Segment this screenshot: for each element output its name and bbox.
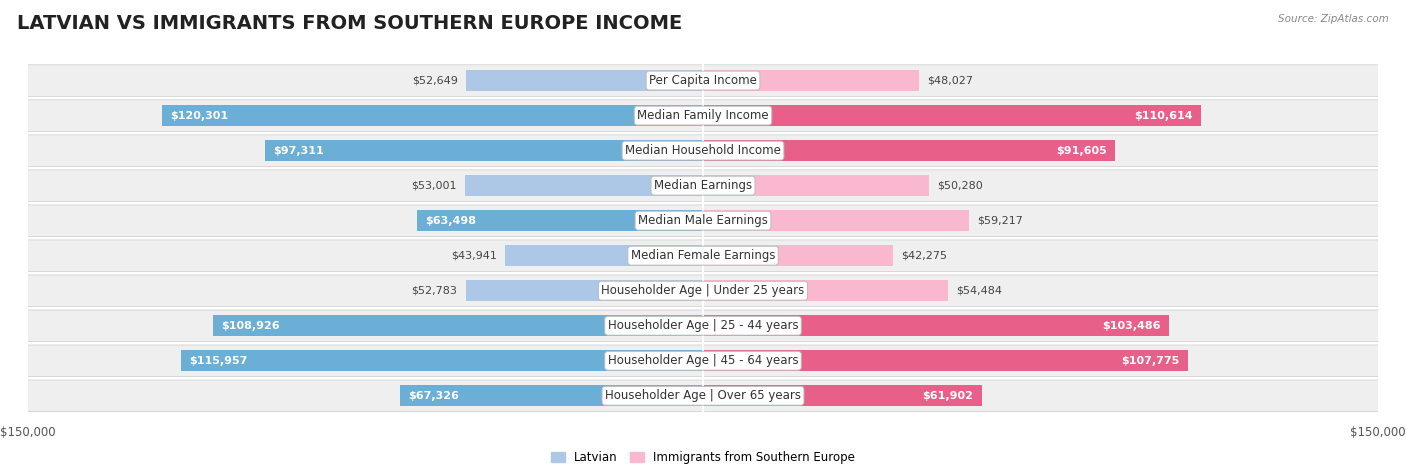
- FancyBboxPatch shape: [0, 135, 1406, 166]
- Text: Source: ZipAtlas.com: Source: ZipAtlas.com: [1278, 14, 1389, 24]
- Text: Per Capita Income: Per Capita Income: [650, 74, 756, 87]
- Text: $42,275: $42,275: [901, 251, 948, 261]
- Text: Median Household Income: Median Household Income: [626, 144, 780, 157]
- Bar: [703, 105, 1201, 126]
- Bar: [162, 105, 703, 126]
- Text: LATVIAN VS IMMIGRANTS FROM SOUTHERN EUROPE INCOME: LATVIAN VS IMMIGRANTS FROM SOUTHERN EURO…: [17, 14, 682, 33]
- Text: $63,498: $63,498: [426, 216, 477, 226]
- Bar: [703, 210, 969, 231]
- Text: $43,941: $43,941: [451, 251, 498, 261]
- Bar: [703, 70, 920, 91]
- Text: $52,649: $52,649: [412, 76, 458, 85]
- Text: $115,957: $115,957: [190, 356, 247, 366]
- Text: Median Female Earnings: Median Female Earnings: [631, 249, 775, 262]
- Text: Median Male Earnings: Median Male Earnings: [638, 214, 768, 227]
- Text: Householder Age | Over 65 years: Householder Age | Over 65 years: [605, 389, 801, 402]
- FancyBboxPatch shape: [0, 65, 1406, 96]
- Text: $59,217: $59,217: [977, 216, 1024, 226]
- Text: $91,605: $91,605: [1056, 146, 1107, 156]
- Bar: [703, 175, 929, 196]
- Text: Householder Age | Under 25 years: Householder Age | Under 25 years: [602, 284, 804, 297]
- Bar: [465, 280, 703, 301]
- Text: Median Earnings: Median Earnings: [654, 179, 752, 192]
- FancyBboxPatch shape: [0, 380, 1406, 411]
- Text: $54,484: $54,484: [956, 286, 1002, 296]
- Bar: [703, 280, 948, 301]
- Text: $50,280: $50,280: [938, 181, 983, 191]
- Text: $67,326: $67,326: [408, 391, 460, 401]
- Bar: [703, 350, 1188, 371]
- FancyBboxPatch shape: [0, 170, 1406, 201]
- Bar: [418, 210, 703, 231]
- FancyBboxPatch shape: [0, 310, 1406, 341]
- FancyBboxPatch shape: [0, 205, 1406, 236]
- FancyBboxPatch shape: [0, 100, 1406, 131]
- Bar: [467, 70, 703, 91]
- FancyBboxPatch shape: [0, 275, 1406, 306]
- FancyBboxPatch shape: [0, 240, 1406, 271]
- Bar: [703, 315, 1168, 336]
- Bar: [703, 140, 1115, 161]
- Text: $120,301: $120,301: [170, 111, 228, 120]
- Bar: [703, 245, 893, 266]
- Text: $52,783: $52,783: [412, 286, 457, 296]
- Text: Householder Age | 45 - 64 years: Householder Age | 45 - 64 years: [607, 354, 799, 367]
- Text: $48,027: $48,027: [927, 76, 973, 85]
- Text: $103,486: $103,486: [1102, 321, 1160, 331]
- Text: $107,775: $107,775: [1122, 356, 1180, 366]
- Text: $108,926: $108,926: [221, 321, 280, 331]
- FancyBboxPatch shape: [0, 345, 1406, 376]
- Text: Householder Age | 25 - 44 years: Householder Age | 25 - 44 years: [607, 319, 799, 332]
- Bar: [266, 140, 703, 161]
- Text: $97,311: $97,311: [273, 146, 323, 156]
- Text: $110,614: $110,614: [1135, 111, 1192, 120]
- Bar: [212, 315, 703, 336]
- Legend: Latvian, Immigrants from Southern Europe: Latvian, Immigrants from Southern Europe: [546, 446, 860, 467]
- Bar: [505, 245, 703, 266]
- Text: $61,902: $61,902: [922, 391, 973, 401]
- Bar: [703, 385, 981, 406]
- Bar: [181, 350, 703, 371]
- Bar: [401, 385, 703, 406]
- Text: $53,001: $53,001: [411, 181, 457, 191]
- Bar: [464, 175, 703, 196]
- Text: Median Family Income: Median Family Income: [637, 109, 769, 122]
